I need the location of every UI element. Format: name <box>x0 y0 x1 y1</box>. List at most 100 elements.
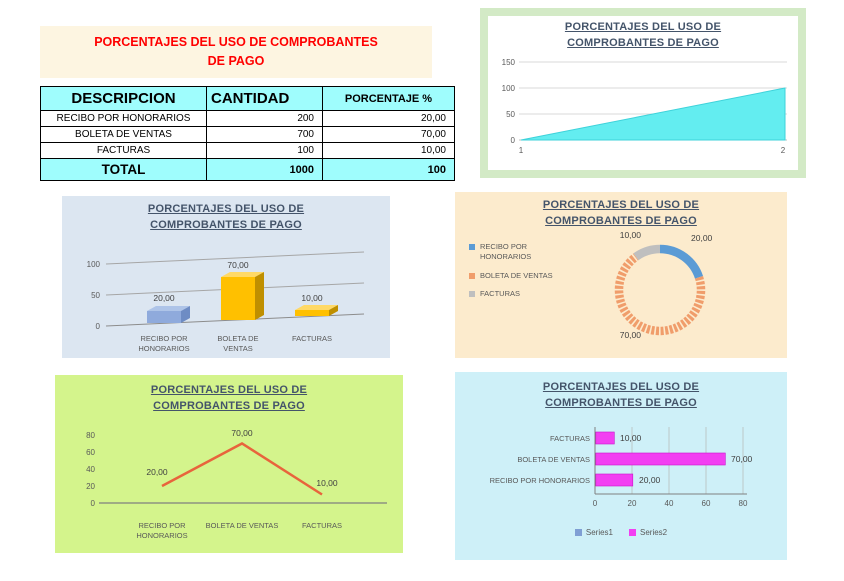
comprobantes-table-wrap: DESCRIPCION CANTIDAD PORCENTAJE % RECIBO… <box>40 86 455 181</box>
slice-facturas <box>633 244 661 261</box>
x-category-label: FACTURAS <box>291 334 332 343</box>
table-header-row: DESCRIPCION CANTIDAD PORCENTAJE % <box>40 86 455 111</box>
cell-cantidad[interactable]: 100 <box>206 142 323 159</box>
cell-descripcion[interactable]: RECIBO POR HONORARIOS <box>40 110 207 127</box>
cell-porcentaje[interactable]: 70,00 <box>322 126 455 143</box>
donut-chart-title: PORCENTAJES DEL USO DE COMPROBANTES DE P… <box>542 199 700 227</box>
x-tick-label: 1 <box>519 146 524 155</box>
legend-item[interactable]: Series2 <box>629 528 667 537</box>
x-tick-label: 0 <box>593 499 598 508</box>
slice-recibo <box>659 244 704 279</box>
x-category-label: RECIBO POR HONORARIOS <box>138 334 190 353</box>
data-label: 10,00 <box>316 478 338 488</box>
y-tick-label: 0 <box>96 322 101 331</box>
cell-descripcion[interactable]: BOLETA DE VENTAS <box>40 126 207 143</box>
x-category-label: BOLETA DE VENTAS <box>217 334 259 353</box>
comprobantes-table: DESCRIPCION CANTIDAD PORCENTAJE % RECIBO… <box>40 86 455 181</box>
data-label: 10,00 <box>620 230 642 240</box>
header-cantidad[interactable]: CANTIDAD <box>206 86 323 111</box>
data-label: 10,00 <box>301 293 323 303</box>
data-label: 20,00 <box>691 233 713 243</box>
cell-total-label[interactable]: TOTAL <box>40 158 207 181</box>
series-legend: Series1 Series2 <box>455 528 787 537</box>
x-tick-label: 40 <box>665 499 674 508</box>
y-tick-label: 80 <box>86 431 95 440</box>
legend-label: BOLETA DE VENTAS <box>480 270 553 280</box>
donut-chart-plot: 10,00 20,00 70,00 <box>614 230 713 340</box>
table-row: FACTURAS 100 10,00 <box>40 142 455 159</box>
data-label: 10,00 <box>620 433 642 443</box>
y-category-label: FACTURAS <box>550 434 590 443</box>
area-chart-title: PORCENTAJES DEL USO DE COMPROBANTES DE P… <box>564 21 722 49</box>
legend-item[interactable]: RECIBO POR HONORARIOS <box>469 242 561 262</box>
bar-boleta <box>221 271 264 320</box>
y-category-label: BOLETA DE VENTAS <box>517 455 590 464</box>
donut-chart-panel[interactable]: PORCENTAJES DEL USO DE COMPROBANTES DE P… <box>455 192 787 358</box>
y-tick-label: 20 <box>86 482 95 491</box>
legend-swatch-icon <box>574 529 582 536</box>
legend-item[interactable]: BOLETA DE VENTAS <box>469 271 561 281</box>
bar3d-chart-plot: 100 50 0 20,00 70,00 10,00 <box>87 251 365 331</box>
y-tick-label: 0 <box>91 499 96 508</box>
y-tick-label: 100 <box>502 84 516 93</box>
data-label: 70,00 <box>620 330 642 340</box>
legend-label: Series2 <box>640 528 668 537</box>
legend-swatch-icon <box>469 272 475 279</box>
bar-facturas <box>595 431 615 445</box>
bar-facturas <box>295 304 338 316</box>
y-tick-label: 40 <box>86 465 95 474</box>
x-tick-label: 80 <box>739 499 748 508</box>
data-label: 20,00 <box>153 293 175 303</box>
header-porcentaje[interactable]: PORCENTAJE % <box>322 86 455 111</box>
cell-total-cantidad[interactable]: 1000 <box>206 158 323 181</box>
bar3d-chart-title: PORCENTAJES DEL USO DE COMPROBANTES DE P… <box>147 203 305 231</box>
bar3d-chart-panel[interactable]: PORCENTAJES DEL USO DE COMPROBANTES DE P… <box>62 196 390 358</box>
cell-cantidad[interactable]: 200 <box>206 110 323 127</box>
cell-cantidad[interactable]: 700 <box>206 126 323 143</box>
x-tick-label: 2 <box>781 146 786 155</box>
main-title-cell[interactable]: PORCENTAJES DEL USO DE COMPROBANTES DE P… <box>40 26 432 78</box>
legend-label: FACTURAS <box>480 289 521 299</box>
table-row: BOLETA DE VENTAS 700 70,00 <box>40 126 455 143</box>
x-tick-label: 20 <box>628 499 637 508</box>
y-tick-label: 100 <box>87 260 101 269</box>
y-tick-label: 50 <box>506 110 515 119</box>
table-row: RECIBO POR HONORARIOS 200 20,00 <box>40 110 455 127</box>
bar-boleta <box>595 452 726 466</box>
donut-legend: RECIBO POR HONORARIOS BOLETA DE VENTAS F… <box>469 242 561 308</box>
line-series-shape <box>161 442 323 496</box>
main-title: PORCENTAJES DEL USO DE COMPROBANTES DE P… <box>94 34 378 68</box>
legend-label: Series1 <box>585 528 613 537</box>
area-series-shape <box>520 87 786 141</box>
line-chart-title: PORCENTAJES DEL USO DE COMPROBANTES DE P… <box>150 384 308 412</box>
x-tick-label: 60 <box>702 499 711 508</box>
legend-item[interactable]: Series1 <box>574 528 613 537</box>
data-label: 70,00 <box>231 428 253 438</box>
cell-descripcion[interactable]: FACTURAS <box>40 142 207 159</box>
cell-total-porcentaje[interactable]: 100 <box>322 158 455 181</box>
slice-boleta <box>614 253 706 336</box>
bar-recibo <box>595 473 634 487</box>
legend-swatch-icon <box>469 244 475 250</box>
line-chart-plot: 80 60 40 20 0 20,00 70,00 10,00 <box>86 428 387 508</box>
legend-swatch-icon <box>629 529 636 536</box>
line-chart-panel[interactable]: PORCENTAJES DEL USO DE COMPROBANTES DE P… <box>55 375 403 553</box>
y-tick-label: 150 <box>502 58 516 67</box>
x-category-label: BOLETA DE VENTAS <box>205 521 279 530</box>
y-tick-label: 60 <box>86 448 95 457</box>
bar-recibo <box>147 305 190 323</box>
y-tick-label: 50 <box>91 291 100 300</box>
area-chart-panel[interactable]: PORCENTAJES DEL USO DE COMPROBANTES DE P… <box>480 8 806 178</box>
legend-swatch-icon <box>469 291 475 298</box>
data-label: 70,00 <box>731 454 753 464</box>
header-descripcion[interactable]: DESCRIPCION <box>40 86 207 111</box>
hbar-chart-title: PORCENTAJES DEL USO DE COMPROBANTES DE P… <box>542 381 700 409</box>
hbar-chart-panel[interactable]: PORCENTAJES DEL USO DE COMPROBANTES DE P… <box>455 372 787 560</box>
cell-porcentaje[interactable]: 20,00 <box>322 110 455 127</box>
cell-porcentaje[interactable]: 10,00 <box>322 142 455 159</box>
y-tick-label: 0 <box>511 136 516 145</box>
area-chart-plot: 150 100 50 0 1 2 <box>502 58 787 155</box>
legend-item[interactable]: FACTURAS <box>469 289 561 299</box>
y-category-label: RECIBO POR HONORARIOS <box>490 476 590 485</box>
table-total-row: TOTAL 1000 100 <box>40 158 455 181</box>
